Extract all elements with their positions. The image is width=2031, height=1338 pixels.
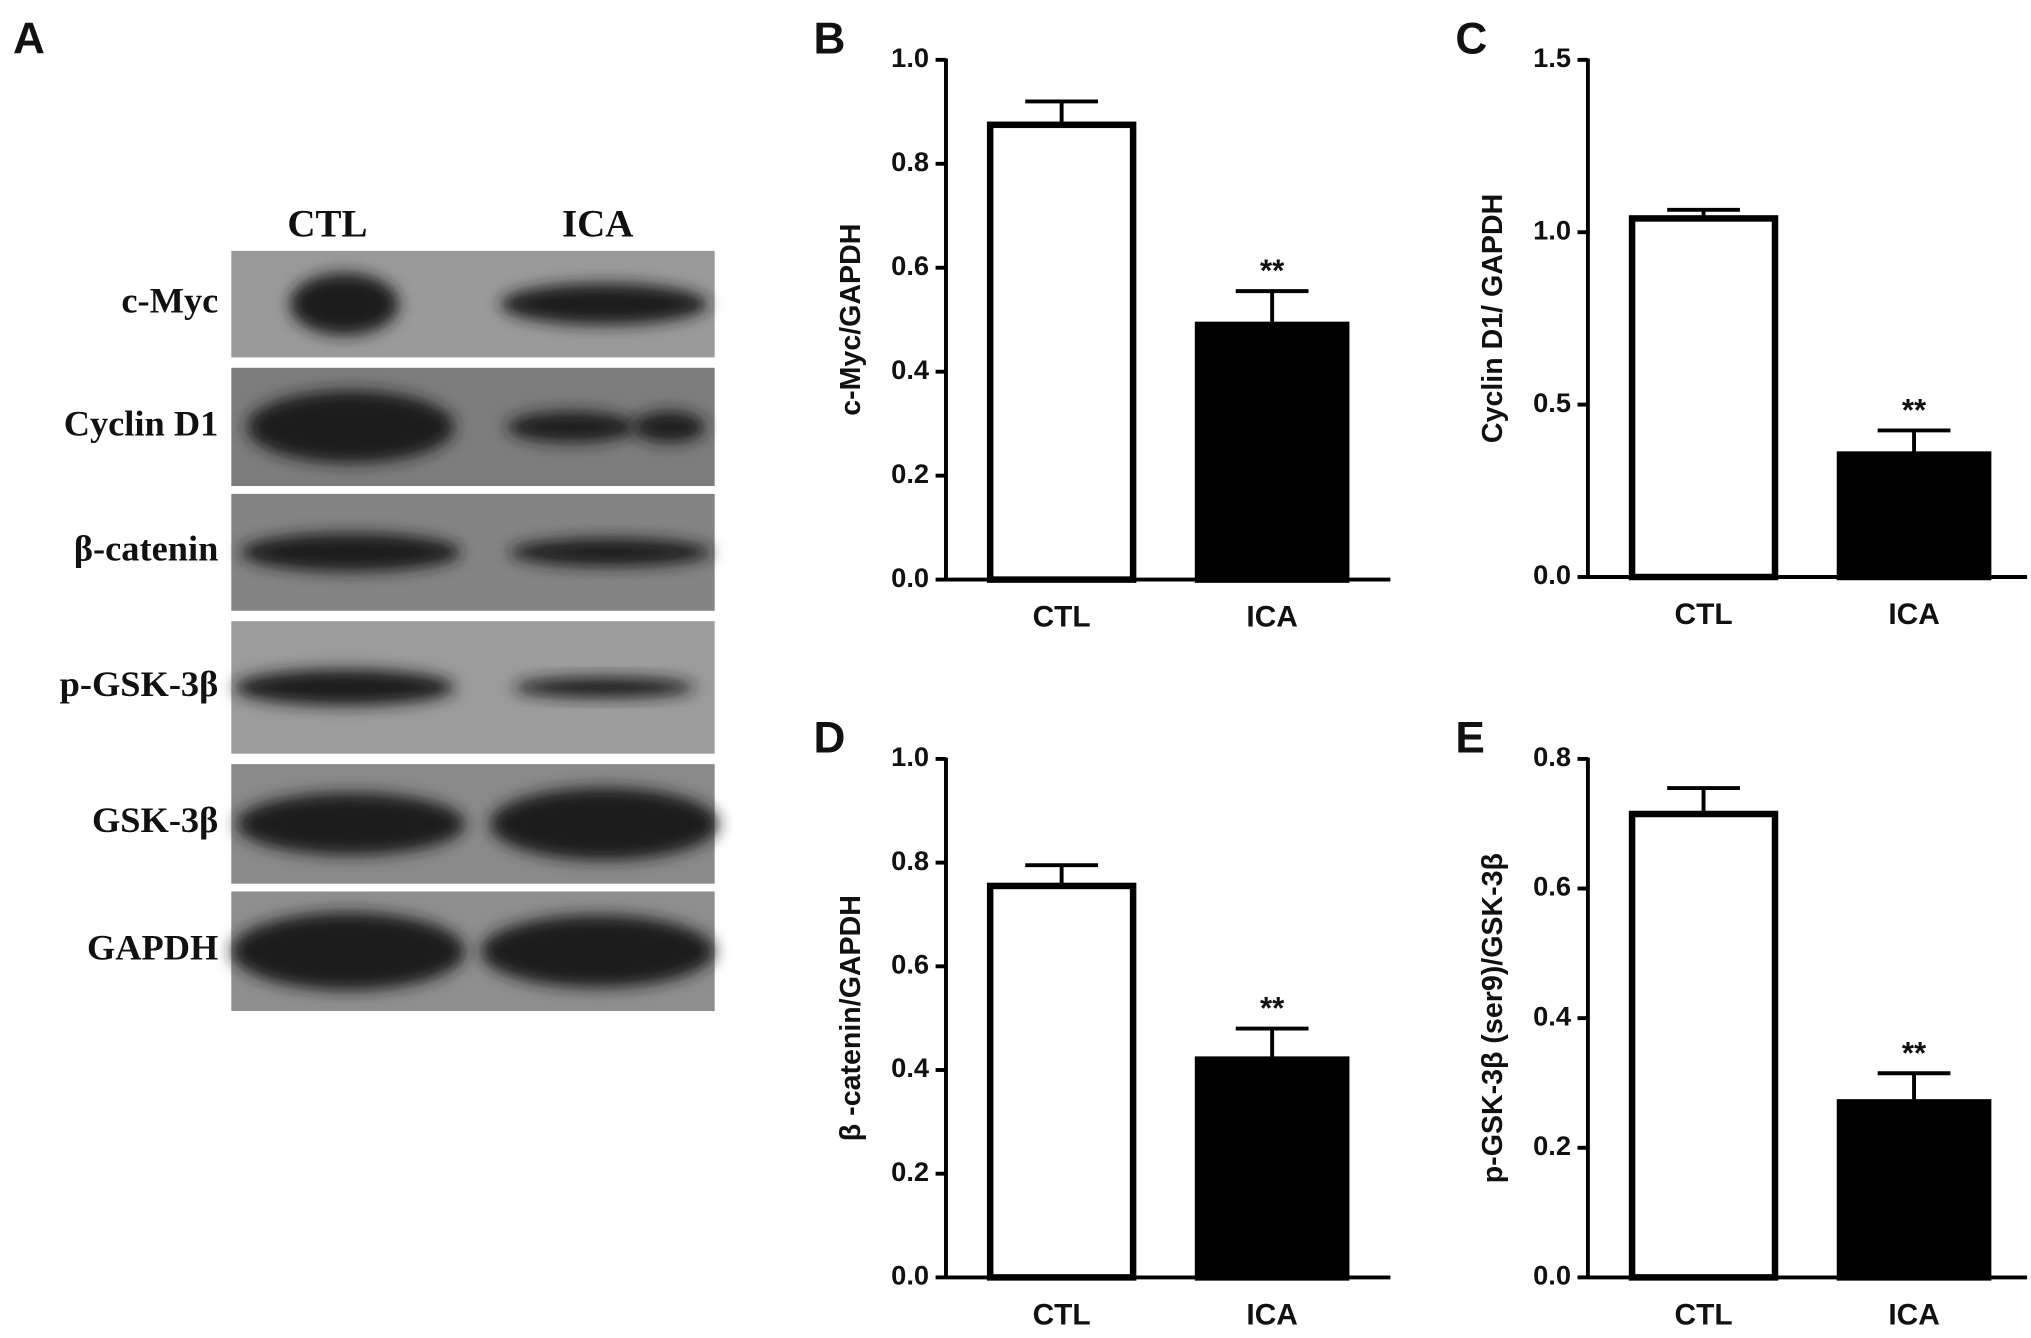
y-axis-label: p-GSK-3β (ser9)/GSK-3β <box>1477 853 1509 1183</box>
bar <box>1836 451 1992 581</box>
row-label: GAPDH <box>87 928 218 968</box>
blot-band <box>509 538 713 567</box>
y-tick-label: 0.6 <box>1533 871 1571 902</box>
y-tick-label: 1.0 <box>891 42 929 73</box>
blot-band <box>240 532 462 572</box>
bar <box>1194 321 1350 583</box>
y-tick-label: 1.5 <box>1533 42 1571 73</box>
blot-band <box>233 669 455 706</box>
y-tick-label: 0.2 <box>891 458 929 489</box>
x-tick-label: ICA <box>1246 600 1297 633</box>
bar <box>1628 810 1779 1281</box>
y-tick-label: 0.5 <box>1533 387 1571 418</box>
x-tick-label: ICA <box>1888 598 1939 631</box>
blot-band <box>500 283 709 325</box>
blot-band <box>489 787 719 861</box>
lane-label: ICA <box>562 202 633 245</box>
bar <box>1628 215 1779 581</box>
significance-label: ** <box>1902 393 1927 428</box>
bar <box>986 882 1137 1281</box>
y-tick-label: 0.0 <box>1533 559 1571 590</box>
y-tick-label: 0.2 <box>1533 1130 1571 1161</box>
x-tick-label: CTL <box>1675 1298 1733 1331</box>
bar <box>1194 1056 1350 1281</box>
y-tick-label: 0.6 <box>891 949 929 980</box>
x-tick-label: ICA <box>1246 1298 1297 1331</box>
y-tick-label: 0.8 <box>891 146 929 177</box>
western-blot <box>231 250 719 1012</box>
panel-letter: D <box>813 713 845 762</box>
row-label: p-GSK-3β <box>60 664 219 704</box>
blot-band <box>246 390 455 464</box>
blot-band <box>632 411 706 443</box>
significance-label: ** <box>1260 991 1285 1026</box>
y-tick-label: 0.8 <box>891 845 929 876</box>
panel-letter: A <box>13 14 45 63</box>
row-label: c-Myc <box>121 280 218 320</box>
blot-band <box>289 272 399 336</box>
y-tick-label: 0.2 <box>891 1156 929 1187</box>
lane-label: CTL <box>287 202 367 245</box>
bar <box>986 121 1137 583</box>
y-tick-label: 0.4 <box>891 354 930 385</box>
significance-label: ** <box>1902 1035 1927 1070</box>
y-axis-label: β -catenin/GAPDH <box>835 895 867 1141</box>
row-label: GSK-3β <box>92 800 218 840</box>
significance-label: ** <box>1260 253 1285 288</box>
y-tick-label: 0.0 <box>1533 1260 1571 1291</box>
row-label: β-catenin <box>74 529 218 569</box>
blot-band <box>236 792 466 856</box>
y-tick-label: 1.0 <box>891 741 929 772</box>
blot-band <box>231 912 466 991</box>
y-axis-label: Cyclin D1/ GAPDH <box>1477 194 1509 443</box>
x-tick-label: CTL <box>1675 598 1733 631</box>
y-tick-label: 0.4 <box>891 1052 930 1083</box>
y-tick-label: 1.0 <box>1533 214 1571 245</box>
y-axis-label: c-Myc/GAPDH <box>835 224 867 416</box>
x-tick-label: CTL <box>1033 1298 1091 1331</box>
bar <box>1836 1099 1992 1281</box>
y-tick-label: 0.4 <box>1533 1000 1572 1031</box>
panel-letter: C <box>1455 14 1487 63</box>
blot-band <box>480 914 715 988</box>
y-tick-label: 0.6 <box>891 250 929 281</box>
y-tick-label: 0.0 <box>891 1260 929 1291</box>
x-tick-label: CTL <box>1033 600 1091 633</box>
y-tick-label: 0.0 <box>891 562 929 593</box>
panel-letter: E <box>1455 713 1484 762</box>
x-tick-label: ICA <box>1888 1298 1939 1331</box>
blot-band <box>513 677 696 698</box>
row-label: Cyclin D1 <box>64 403 219 443</box>
panel-letter: B <box>813 14 845 63</box>
blot-band <box>506 411 637 443</box>
y-tick-label: 0.8 <box>1533 741 1571 772</box>
